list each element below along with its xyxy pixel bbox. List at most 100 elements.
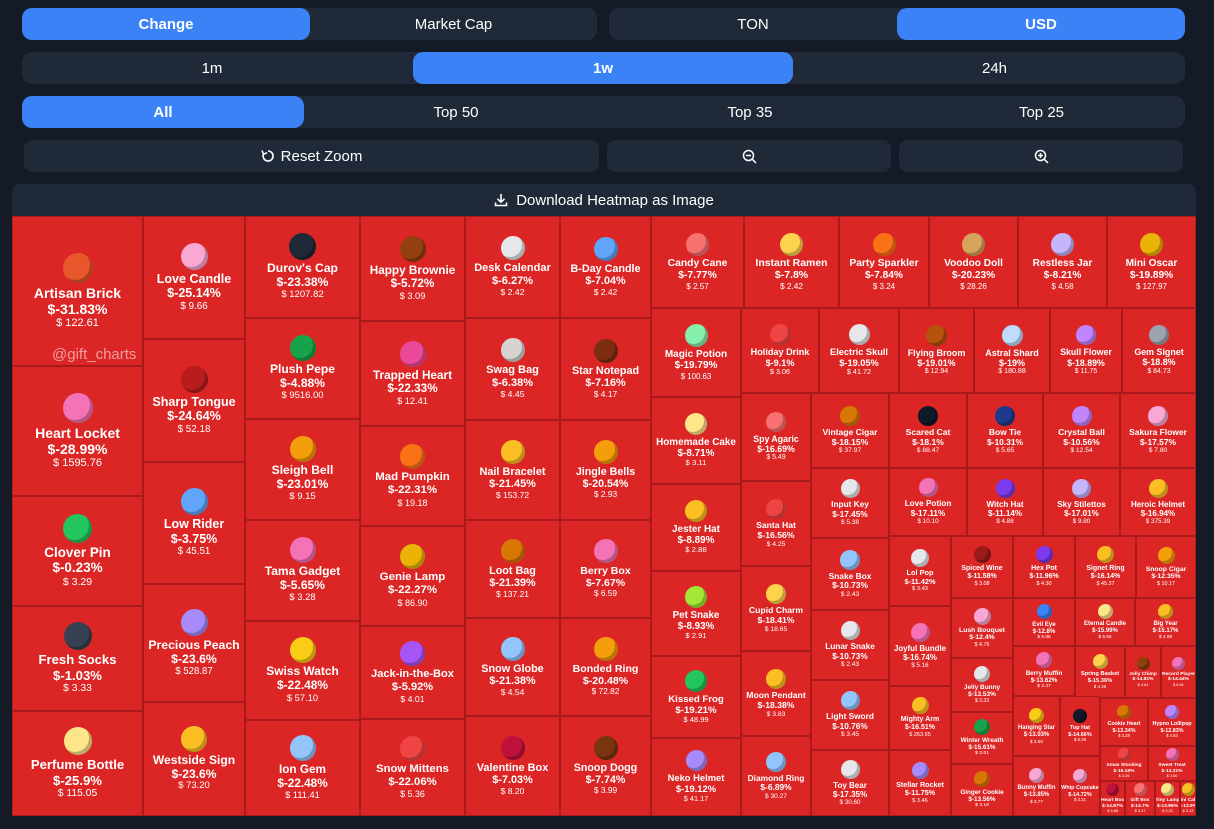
heatmap-tile[interactable]: Skull Flower $-18.89% $ 11.75	[1050, 308, 1122, 393]
heatmap-tile[interactable]: Party Sparkler $-7.84% $ 3.24	[839, 216, 929, 308]
heatmap-tile[interactable]: Jolly Chimp $-14.81% $ 4.61	[1125, 646, 1161, 698]
heatmap-tile[interactable]: Plush Pepe $-4.88% $ 9516.00	[245, 318, 360, 419]
heatmap-tile[interactable]: Desk Calendar $-6.27% $ 2.42	[465, 216, 560, 318]
heatmap-tile[interactable]: Sleigh Bell $-23.01% $ 9.15	[245, 419, 360, 520]
heatmap-tile[interactable]: Sky Stilettos $-17.01% $ 9.80	[1043, 468, 1120, 536]
heatmap-tile[interactable]: Snow Mittens $-22.06% $ 5.36	[360, 719, 465, 816]
heatmap-tile[interactable]: Record Player $-14.44% $ 6.61	[1161, 646, 1196, 698]
heatmap-tile[interactable]: Santa Hat $-16.56% $ 4.25	[741, 481, 811, 566]
heatmap-tile[interactable]: Restless Jar $-8.21% $ 4.58	[1018, 216, 1107, 308]
heatmap-tile[interactable]: Signet Ring $-16.14% $ 45.37	[1075, 536, 1136, 598]
heatmap-tile[interactable]: Magic Potion $-19.79% $ 100.63	[651, 308, 741, 397]
heatmap-tile[interactable]: Hanging Star $-13.03% $ 3.50	[1013, 696, 1060, 756]
heatmap-tile[interactable]: Swiss Watch $-22.48% $ 57.10	[245, 621, 360, 720]
heatmap-tile[interactable]: Star Notepad $-7.16% $ 4.17	[560, 318, 651, 420]
heatmap-tile[interactable]: Candy Cane $-7.77% $ 2.57	[651, 216, 744, 308]
heatmap-tile[interactable]: Bow Tie $-10.31% $ 5.65	[967, 393, 1043, 468]
heatmap-tile[interactable]: Artisan Brick $-31.83% $ 122.61	[12, 216, 143, 366]
heatmap-tile[interactable]: Electric Skull $-19.05% $ 41.72	[819, 308, 899, 393]
heatmap-tile[interactable]: Durov's Cap $-23.38% $ 1207.82	[245, 216, 360, 318]
filter-top25-toggle[interactable]: Top 25	[1018, 103, 1065, 121]
heatmap-tile[interactable]: Snake Box $-10.73% $ 2.43	[811, 538, 889, 610]
heatmap-tile[interactable]: Spy Agaric $-16.69% $ 5.49	[741, 393, 811, 481]
heatmap-tile[interactable]: Toy Bear $-17.35% $ 30.60	[811, 750, 889, 816]
heatmap-tile[interactable]: Eternal Candle $-15.99% $ 5.55	[1075, 598, 1135, 646]
heatmap-tile[interactable]: Mini Oscar $-19.89% $ 127.97	[1107, 216, 1196, 308]
heatmap-tile[interactable]: Trapped Heart $-22.33% $ 12.41	[360, 321, 465, 426]
reset-zoom-button[interactable]: Reset Zoom	[24, 140, 599, 172]
heatmap-tile[interactable]: Vintage Cigar $-18.15% $ 37.97	[811, 393, 889, 468]
heatmap-tile[interactable]: Westside Sign $-23.6% $ 73.20	[143, 702, 245, 816]
heatmap-tile[interactable]: Spiced Wine $-11.58% $ 3.08	[951, 536, 1013, 598]
heatmap-tile[interactable]: Crystal Ball $-10.56% $ 12.54	[1043, 393, 1120, 468]
filter-all-toggle[interactable]: All	[22, 96, 304, 128]
heatmap[interactable]: Artisan Brick $-31.83% $ 122.61 Heart Locke…	[12, 216, 1196, 816]
heatmap-tile[interactable]: Sakura Flower $-17.57% $ 7.80	[1120, 393, 1196, 468]
heatmap-tile[interactable]: Cupid Charm $-18.41% $ 18.65	[741, 566, 811, 651]
heatmap-tile[interactable]: Spring Basket $-15.36% $ 4.36	[1075, 646, 1125, 698]
heatmap-tile[interactable]: Perfume Bottle $-25.9% $ 115.05	[12, 711, 143, 816]
heatmap-tile[interactable]: Lunar Snake $-10.73% $ 2.43	[811, 610, 889, 680]
heatmap-tile[interactable]: Snoop Dogg $-7.74% $ 3.99	[560, 716, 651, 816]
zoom-out-button[interactable]	[607, 140, 891, 172]
heatmap-tile[interactable]: Heart Locket $-28.99% $ 1595.76	[12, 366, 143, 496]
heatmap-tile[interactable]: Loot Bag $-21.39% $ 137.21	[465, 520, 560, 618]
heatmap-tile[interactable]: Kissed Frog $-19.21% $ 48.99	[651, 656, 741, 738]
heatmap-tile[interactable]: Swag Bag $-6.38% $ 4.45	[465, 318, 560, 420]
heatmap-tile[interactable]: Lush Bouquet $-12.4% $ 4.76	[951, 598, 1013, 658]
change-toggle[interactable]: Change	[22, 8, 310, 40]
heatmap-tile[interactable]: Ion Gem $-22.48% $ 111.41	[245, 720, 360, 816]
heatmap-tile[interactable]: Jingle Bells $-20.54% $ 2.93	[560, 420, 651, 520]
heatmap-tile[interactable]: Witch Hat $-11.14% $ 4.88	[967, 468, 1043, 536]
period-24h-toggle[interactable]: 24h	[981, 59, 1008, 77]
heatmap-tile[interactable]: Jester Hat $-8.89% $ 2.88	[651, 484, 741, 571]
heatmap-tile[interactable]: Whip Cupcake $-14.72% $ 3.31	[1060, 756, 1100, 816]
heatmap-tile[interactable]: Tiny Lamp $-13.95% $ 3.22	[1155, 781, 1180, 816]
period-1w-toggle[interactable]: 1w	[413, 52, 793, 84]
heatmap-tile[interactable]: Mighty Arm $-16.51% $ 263.65	[889, 686, 951, 750]
heatmap-tile[interactable]: Berry Box $-7.67% $ 6.59	[560, 520, 651, 618]
heatmap-tile[interactable]: Joyful Bundle $-16.74% $ 5.16	[889, 606, 951, 686]
heatmap-tile[interactable]: Scared Cat $-18.1% $ 88.47	[889, 393, 967, 468]
heatmap-tile[interactable]: Ginger Cookie $-13.56% $ 3.18	[951, 764, 1013, 816]
heatmap-tile[interactable]: Clover Pin $-0.23% $ 3.29	[12, 496, 143, 606]
heatmap-tile[interactable]: Winter Wreath $-15.61% $ 3.61	[951, 712, 1013, 764]
heatmap-tile[interactable]: Flying Broom $-19.01% $ 12.94	[899, 308, 974, 393]
heatmap-tile[interactable]: Cookie Heart $-13.34% $ 3.28	[1100, 698, 1148, 746]
heatmap-tile[interactable]: Sweet Treat $-13.31% $ 3.60	[1148, 746, 1196, 781]
heatmap-tile[interactable]: Evil Eye $-12.8% $ 5.88	[1013, 598, 1075, 646]
heatmap-tile[interactable]: Holiday Drink $-9.1% $ 3.06	[741, 308, 819, 393]
heatmap-tile[interactable]: Nail Bracelet $-21.45% $ 153.72	[465, 420, 560, 520]
heatmap-tile[interactable]: Instant Ramen $-7.8% $ 2.42	[744, 216, 839, 308]
heatmap-tile[interactable]: Snoop Cigar $-12.35% $ 10.17	[1136, 536, 1196, 598]
heatmap-tile[interactable]: Hex Pot $-11.96% $ 4.30	[1013, 536, 1075, 598]
heatmap-tile[interactable]: Big Year $-15.17% $ 4.98	[1135, 598, 1196, 646]
heatmap-tile[interactable]: Sharp Tongue $-24.64% $ 52.18	[143, 339, 245, 462]
heatmap-tile[interactable]: Fresh Socks $-1.03% $ 3.33	[12, 606, 143, 711]
ton-toggle[interactable]: TON	[737, 15, 769, 33]
heatmap-tile[interactable]: Heroic Helmet $-16.94% $ 375.39	[1120, 468, 1196, 536]
heatmap-tile[interactable]: Hypno Lollipop $-12.83% $ 4.63	[1148, 698, 1196, 746]
heatmap-tile[interactable]: Jack-in-the-Box $-5.92% $ 4.01	[360, 626, 465, 719]
heatmap-tile[interactable]: Heart Box $-14.87% $ 3.88	[1100, 781, 1125, 816]
heatmap-tile[interactable]: Snow Globe $-21.38% $ 4.54	[465, 618, 560, 716]
heatmap-tile[interactable]: Gift Box $-14.7% $ 3.47	[1125, 781, 1155, 816]
heatmap-tile[interactable]: Light Sword $-10.76% $ 3.45	[811, 680, 889, 750]
heatmap-tile[interactable]: Voodoo Doll $-20.23% $ 28.26	[929, 216, 1018, 308]
heatmap-tile[interactable]: Valentine Box $-7.03% $ 8.20	[465, 716, 560, 816]
heatmap-tile[interactable]: Bunny Muffin $-13.85% $ 3.77	[1013, 756, 1060, 816]
heatmap-tile[interactable]: Neko Helmet $-19.12% $ 41.17	[651, 738, 741, 816]
heatmap-tile[interactable]: Top Hat $-14.66% $ 5.38	[1060, 696, 1100, 756]
filter-top50-toggle[interactable]: Top 50	[433, 103, 479, 121]
period-1m-toggle[interactable]: 1m	[201, 59, 223, 77]
heatmap-tile[interactable]: Input Key $-17.45% $ 5.38	[811, 468, 889, 538]
heatmap-tile[interactable]: Precious Peach $-23.6% $ 528.87	[143, 584, 245, 702]
heatmap-tile[interactable]: Stellar Rocket $-11.75% $ 3.46	[889, 750, 951, 816]
heatmap-tile[interactable]: B-Day Candle $-7.04% $ 2.42	[560, 216, 651, 318]
heatmap-tile[interactable]: Astral Shard $-19% $ 180.88	[974, 308, 1050, 393]
heatmap-tile[interactable]: Diamond Ring $-6.89% $ 30.27	[741, 736, 811, 816]
heatmap-tile[interactable]: Tama Gadget $-5.65% $ 3.28	[245, 520, 360, 621]
heatmap-tile[interactable]: Homemade Cake $-8.71% $ 3.11	[651, 397, 741, 484]
heatmap-tile[interactable]: Mad Pumpkin $-22.31% $ 19.18	[360, 426, 465, 526]
heatmap-tile[interactable]: Moon Pendant $-18.38% $ 3.83	[741, 651, 811, 736]
